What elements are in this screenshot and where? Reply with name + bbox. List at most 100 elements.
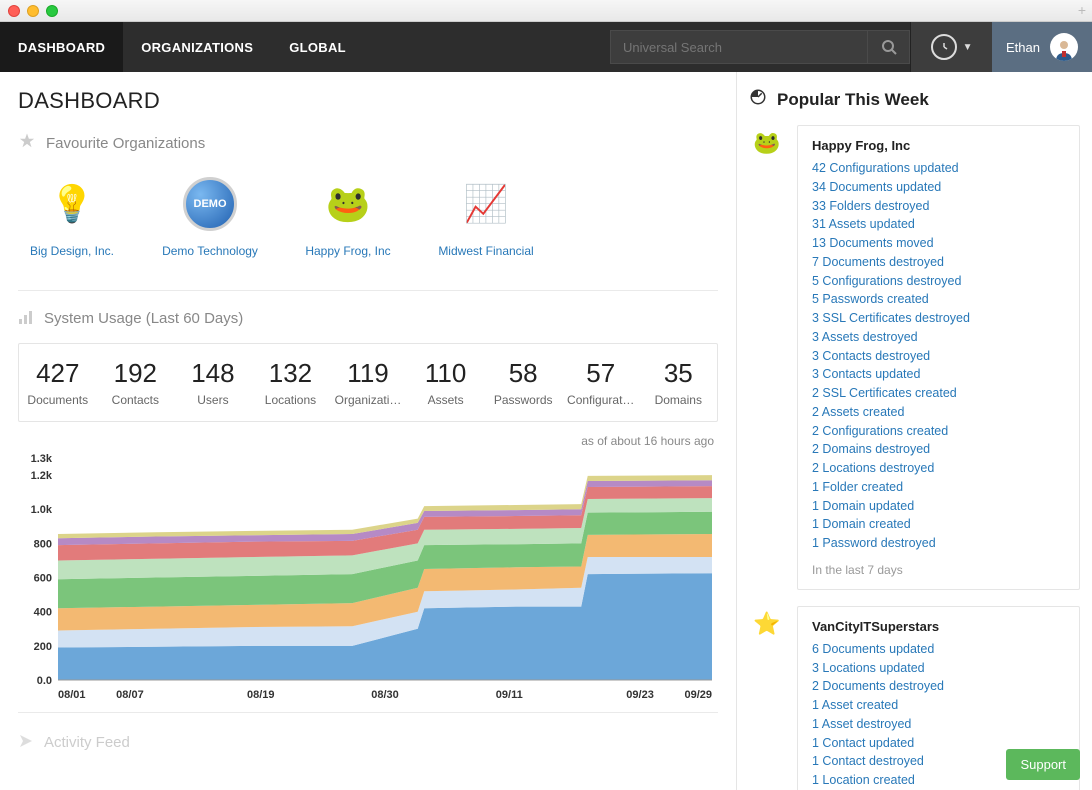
activity-link[interactable]: 1 Password destroyed: [812, 534, 1065, 553]
activity-link[interactable]: 1 Asset destroyed: [812, 715, 1065, 734]
nav-item-dashboard[interactable]: DASHBOARD: [0, 22, 123, 72]
popular-org-name[interactable]: VanCityITSuperstars: [812, 619, 1065, 634]
org-label: Demo Technology: [160, 244, 260, 260]
activity-link[interactable]: 2 Locations destroyed: [812, 459, 1065, 478]
avatar: [1050, 33, 1078, 61]
favourite-org[interactable]: 🐸Happy Frog, Inc: [298, 172, 398, 260]
stat-value: 57: [562, 358, 640, 389]
activity-link[interactable]: 2 Documents destroyed: [812, 677, 1065, 696]
stat-value: 119: [329, 358, 407, 389]
svg-text:09/23: 09/23: [626, 689, 654, 701]
favourite-orgs-header: Favourite Organizations: [18, 132, 718, 154]
popular-item: 🐸 Happy Frog, Inc 42 Configurations update…: [749, 125, 1080, 590]
nav-item-global[interactable]: GLOBAL: [271, 22, 364, 72]
activity-link[interactable]: 5 Passwords created: [812, 290, 1065, 309]
activity-link[interactable]: 6 Documents updated: [812, 640, 1065, 659]
search-icon: [881, 39, 897, 55]
popular-card: Happy Frog, Inc 42 Configurations updated…: [797, 125, 1080, 590]
svg-text:08/30: 08/30: [371, 689, 399, 701]
svg-text:08/07: 08/07: [116, 689, 144, 701]
usage-chart: 0.02004006008001.0k1.2k1.3k08/0108/0708/…: [18, 452, 718, 702]
stats-card: 427Documents192Contacts148Users132Locati…: [18, 343, 718, 422]
stat-value: 35: [640, 358, 718, 389]
svg-text:0.0: 0.0: [37, 675, 52, 687]
activity-link[interactable]: 3 Contacts updated: [812, 365, 1065, 384]
favourite-org[interactable]: 💡Big Design, Inc.: [22, 172, 122, 260]
bar-chart-icon: [18, 309, 34, 329]
stat-value: 427: [19, 358, 97, 389]
activity-link[interactable]: 3 Contacts destroyed: [812, 347, 1065, 366]
main-content: DASHBOARD Favourite Organizations 💡Big D…: [0, 72, 737, 790]
org-avatar: 🐸: [749, 125, 785, 161]
section-title: Favourite Organizations: [46, 135, 205, 152]
minimize-window-button[interactable]: [27, 5, 39, 17]
traffic-lights: [8, 5, 58, 17]
org-icon: DEMO: [178, 172, 242, 236]
activity-link[interactable]: 3 Assets destroyed: [812, 328, 1065, 347]
popular-org-name[interactable]: Happy Frog, Inc: [812, 138, 1065, 153]
activity-link[interactable]: 34 Documents updated: [812, 178, 1065, 197]
maximize-window-button[interactable]: [46, 5, 58, 17]
sidebar-popular: Popular This Week 🐸 Happy Frog, Inc 42 Con…: [737, 72, 1092, 790]
support-button[interactable]: Support: [1006, 749, 1080, 780]
stat-item: 57 Configurat…: [562, 358, 640, 407]
stat-item: 427Documents: [19, 358, 97, 407]
aside-title: Popular This Week: [749, 88, 1080, 111]
org-label: Midwest Financial: [436, 244, 536, 260]
activity-link[interactable]: 2 SSL Certificates created: [812, 384, 1065, 403]
stat-label: Configurat…: [562, 393, 640, 407]
svg-text:200: 200: [34, 640, 52, 652]
activity-link[interactable]: 42 Configurations updated: [812, 159, 1065, 178]
activity-link[interactable]: 2 Domains destroyed: [812, 440, 1065, 459]
stat-label: Organizati…: [329, 393, 407, 407]
org-avatar: ⭐: [749, 606, 785, 642]
top-navigation: DASHBOARDORGANIZATIONSGLOBAL ▼ Ethan: [0, 22, 1092, 72]
activity-link[interactable]: 2 Configurations created: [812, 422, 1065, 441]
stat-value: 132: [252, 358, 330, 389]
search-input[interactable]: [610, 30, 868, 64]
stat-label: Assets: [407, 393, 485, 407]
activity-link[interactable]: 31 Assets updated: [812, 215, 1065, 234]
user-menu[interactable]: Ethan: [992, 22, 1092, 72]
feed-icon: [18, 733, 34, 753]
activity-link[interactable]: 3 Locations updated: [812, 659, 1065, 678]
stat-label: Users: [174, 393, 252, 407]
popular-footer: In the last 7 days: [812, 563, 1065, 577]
stat-label: Contacts: [97, 393, 175, 407]
svg-text:08/01: 08/01: [58, 689, 86, 701]
favourite-org[interactable]: 📈Midwest Financial: [436, 172, 536, 260]
favourite-org[interactable]: DEMO Demo Technology: [160, 172, 260, 260]
favourite-orgs-list: 💡Big Design, Inc. DEMO Demo Technology 🐸Hap…: [18, 168, 718, 280]
svg-text:1.2k: 1.2k: [31, 470, 53, 482]
stat-label: Passwords: [484, 393, 562, 407]
activity-link[interactable]: 3 SSL Certificates destroyed: [812, 309, 1065, 328]
activity-link[interactable]: 7 Documents destroyed: [812, 253, 1065, 272]
search-container: [610, 22, 910, 72]
org-label: Happy Frog, Inc: [298, 244, 398, 260]
history-menu[interactable]: ▼: [910, 22, 992, 72]
close-window-button[interactable]: [8, 5, 20, 17]
org-label: Big Design, Inc.: [22, 244, 122, 260]
system-usage-header: System Usage (Last 60 Days): [18, 309, 718, 329]
stat-item: 119 Organizati…: [329, 358, 407, 407]
clock-icon: [931, 34, 957, 60]
search-button[interactable]: [868, 30, 910, 64]
activity-link[interactable]: 33 Folders destroyed: [812, 197, 1065, 216]
activity-link[interactable]: 1 Domain updated: [812, 497, 1065, 516]
stat-item: 148 Users: [174, 358, 252, 407]
activity-link[interactable]: 5 Configurations destroyed: [812, 272, 1065, 291]
activity-link[interactable]: 1 Domain created: [812, 515, 1065, 534]
activity-link[interactable]: 1 Folder created: [812, 478, 1065, 497]
svg-text:1.3k: 1.3k: [31, 453, 53, 465]
activity-link[interactable]: 1 Asset created: [812, 696, 1065, 715]
stat-item: 132Locations: [252, 358, 330, 407]
activity-link[interactable]: 13 Documents moved: [812, 234, 1065, 253]
new-tab-button[interactable]: +: [1078, 2, 1086, 18]
svg-text:600: 600: [34, 572, 52, 584]
svg-text:09/11: 09/11: [496, 689, 523, 701]
stat-value: 110: [407, 358, 485, 389]
stat-value: 148: [174, 358, 252, 389]
activity-link[interactable]: 2 Assets created: [812, 403, 1065, 422]
nav-item-organizations[interactable]: ORGANIZATIONS: [123, 22, 271, 72]
section-title: Activity Feed: [44, 734, 130, 751]
